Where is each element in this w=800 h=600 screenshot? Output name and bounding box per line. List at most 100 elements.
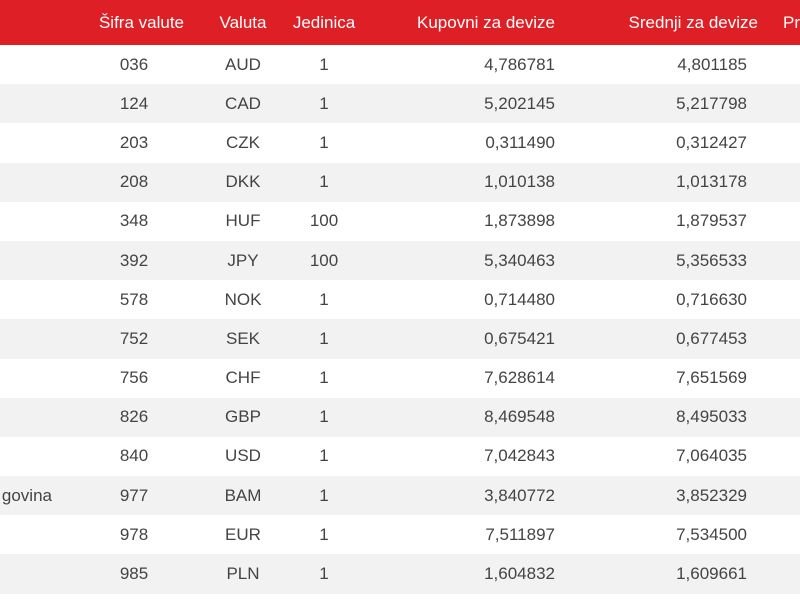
row-currency: CZK <box>226 132 260 152</box>
table-row: 036 AUD 1 4,786781 4,801185 <box>0 45 800 85</box>
row-currency-code: 840 <box>119 446 149 466</box>
table-body: 036 AUD 1 4,786781 4,801185 124 CAD 1 5,202145 5,… <box>0 45 800 594</box>
row-selling-rate <box>758 45 800 84</box>
row-selling-rate <box>758 359 800 398</box>
row-currency: SEK <box>225 328 261 348</box>
row-buying-rate: 7,628614 <box>484 368 555 388</box>
table-row: 752 SEK 1 0,675421 0,677453 <box>0 319 800 359</box>
header-currency[interactable]: Valuta <box>219 12 267 32</box>
row-middle-rate: 0,312427 <box>676 132 747 152</box>
row-middle-rate: 8,495033 <box>676 407 747 427</box>
row-selling-rate <box>758 515 800 554</box>
row-currency: NOK <box>224 289 262 309</box>
row-buying-rate: 7,042843 <box>484 446 555 466</box>
row-selling-rate <box>758 123 800 162</box>
row-selling-rate <box>758 84 800 123</box>
row-country <box>0 202 85 241</box>
row-selling-rate <box>758 476 800 515</box>
row-unit: 1 <box>319 289 329 309</box>
row-middle-rate: 1,879537 <box>676 211 747 231</box>
row-buying-rate: 1,604832 <box>484 564 555 584</box>
row-unit: 1 <box>319 564 329 584</box>
row-unit: 1 <box>319 446 329 466</box>
table-row: 208 DKK 1 1,010138 1,013178 <box>0 162 800 202</box>
row-middle-rate: 5,356533 <box>676 250 747 270</box>
row-selling-rate <box>758 241 800 280</box>
row-buying-rate: 8,469548 <box>484 407 555 427</box>
row-unit: 1 <box>319 485 329 505</box>
row-middle-rate: 4,801185 <box>677 54 747 74</box>
row-country <box>0 280 85 319</box>
table-header: Šifra valute Valuta Jedinica Kupovni za … <box>0 0 800 45</box>
row-selling-rate <box>758 437 800 476</box>
row-currency: BAM <box>224 485 262 505</box>
row-country <box>0 163 85 202</box>
row-currency-code: 978 <box>119 524 149 544</box>
header-row: Šifra valute Valuta Jedinica Kupovni za … <box>0 0 800 45</box>
table-row: 756 CHF 1 7,628614 7,651569 <box>0 358 800 398</box>
row-currency-code: 124 <box>119 93 149 113</box>
row-currency: USD <box>225 446 261 466</box>
row-buying-rate: 0,675421 <box>484 328 555 348</box>
row-currency-code: 578 <box>119 289 149 309</box>
table-row: 203 CZK 1 0,311490 0,312427 <box>0 123 800 163</box>
header-middle-rate[interactable]: Srednji za devize <box>628 12 758 32</box>
row-currency-code: 203 <box>119 132 149 152</box>
row-currency: AUD <box>225 54 261 74</box>
row-middle-rate: 7,534500 <box>676 524 747 544</box>
row-buying-rate: 0,714480 <box>484 289 555 309</box>
row-currency-code: 392 <box>119 250 149 270</box>
header-buying-rate[interactable]: Kupovni za devize <box>417 12 555 32</box>
row-selling-rate <box>758 163 800 202</box>
row-buying-rate: 3,840772 <box>484 485 555 505</box>
row-currency: CHF <box>225 368 261 388</box>
row-unit: 1 <box>319 328 329 348</box>
header-country[interactable] <box>0 0 85 45</box>
row-unit: 1 <box>319 93 329 113</box>
row-unit: 1 <box>319 524 329 544</box>
row-currency: EUR <box>225 524 261 544</box>
row-country <box>0 45 85 84</box>
row-unit: 1 <box>319 407 329 427</box>
row-middle-rate: 0,677453 <box>676 328 747 348</box>
row-middle-rate: 1,013178 <box>676 172 747 192</box>
table-row: 840 USD 1 7,042843 7,064035 <box>0 436 800 477</box>
row-buying-rate: 4,786781 <box>484 54 555 74</box>
row-currency-code: 348 <box>119 211 149 231</box>
row-unit: 1 <box>319 132 329 152</box>
row-country <box>0 437 85 476</box>
table-row: 348 HUF 100 1,873898 1,879537 <box>0 201 800 241</box>
row-currency: GBP <box>225 407 261 427</box>
table-row: 978 EUR 1 7,511897 7,534500 <box>0 515 800 555</box>
row-buying-rate: 5,202145 <box>484 93 555 113</box>
header-unit[interactable]: Jedinica <box>292 12 356 32</box>
row-country <box>0 319 85 358</box>
row-unit: 1 <box>319 172 329 192</box>
row-middle-rate: 3,852329 <box>676 485 747 505</box>
row-buying-rate: 0,311490 <box>485 132 555 152</box>
row-currency: JPY <box>227 250 259 270</box>
row-currency: DKK <box>225 172 261 192</box>
row-middle-rate: 1,609661 <box>676 564 747 584</box>
row-unit: 1 <box>319 368 329 388</box>
row-middle-rate: 0,716630 <box>676 289 747 309</box>
row-country <box>0 398 85 437</box>
table-row: 124 CAD 1 5,202145 5,217798 <box>0 84 800 124</box>
row-middle-rate: 5,217798 <box>676 93 747 113</box>
table-row: 985 PLN 1 1,604832 1,609661 <box>0 554 800 594</box>
row-country <box>0 554 85 593</box>
header-currency-code[interactable]: Šifra valute <box>98 12 184 32</box>
row-currency-code: 036 <box>119 54 149 74</box>
row-currency: CAD <box>225 93 261 113</box>
row-currency-code: 826 <box>119 407 149 427</box>
table-row: 578 NOK 1 0,714480 0,716630 <box>0 280 800 320</box>
row-unit: 100 <box>309 211 339 231</box>
header-selling-rate[interactable]: Prod <box>783 12 800 32</box>
row-unit: 100 <box>309 250 339 270</box>
row-buying-rate: 1,010138 <box>484 172 555 192</box>
row-selling-rate <box>758 280 800 319</box>
row-country <box>0 359 85 398</box>
row-middle-rate: 7,651569 <box>676 368 747 388</box>
